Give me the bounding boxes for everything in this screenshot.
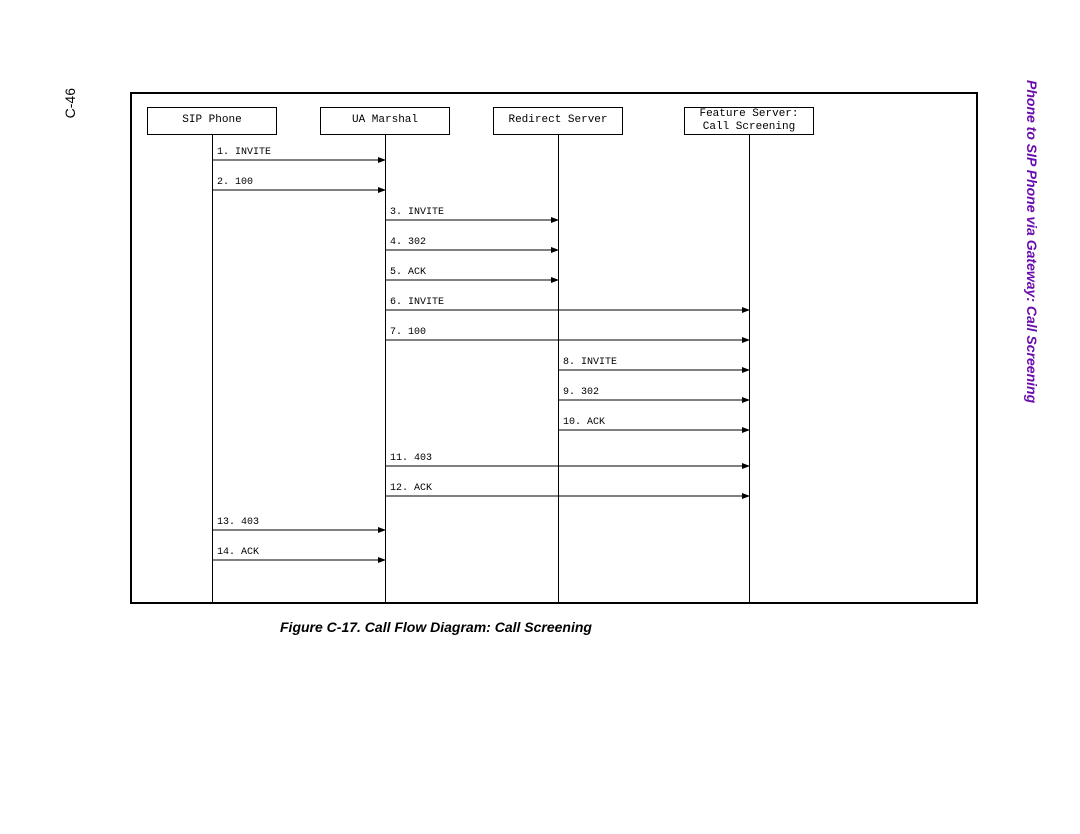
message-label: 1. INVITE	[217, 147, 271, 158]
message-label: 4. 302	[390, 237, 426, 248]
participant-fs: Feature Server:Call Screening	[684, 107, 814, 135]
message-label: 14. ACK	[217, 547, 259, 558]
message-label: 6. INVITE	[390, 297, 444, 308]
message-label: 7. 100	[390, 327, 426, 338]
lifeline-sip	[212, 135, 213, 604]
page-number: C-46	[62, 88, 78, 118]
participant-sip: SIP Phone	[147, 107, 277, 135]
lifeline-fs	[749, 135, 750, 604]
participant-rs: Redirect Server	[493, 107, 623, 135]
message-label: 3. INVITE	[390, 207, 444, 218]
message-label: 5. ACK	[390, 267, 426, 278]
lifeline-rs	[558, 135, 559, 604]
message-label: 12. ACK	[390, 483, 432, 494]
message-label: 8. INVITE	[563, 357, 617, 368]
message-label: 11. 403	[390, 453, 432, 464]
figure-caption: Figure C-17. Call Flow Diagram: Call Scr…	[280, 619, 592, 635]
message-label: 2. 100	[217, 177, 253, 188]
message-label: 13. 403	[217, 517, 259, 528]
lifeline-ua	[385, 135, 386, 604]
section-header: Phone to SIP Phone via Gateway: Call Scr…	[1024, 80, 1040, 403]
sequence-diagram: SIP Phone UA Marshal Redirect Server Featur…	[130, 92, 978, 604]
message-label: 10. ACK	[563, 417, 605, 428]
participant-ua: UA Marshal	[320, 107, 450, 135]
message-label: 9. 302	[563, 387, 599, 398]
